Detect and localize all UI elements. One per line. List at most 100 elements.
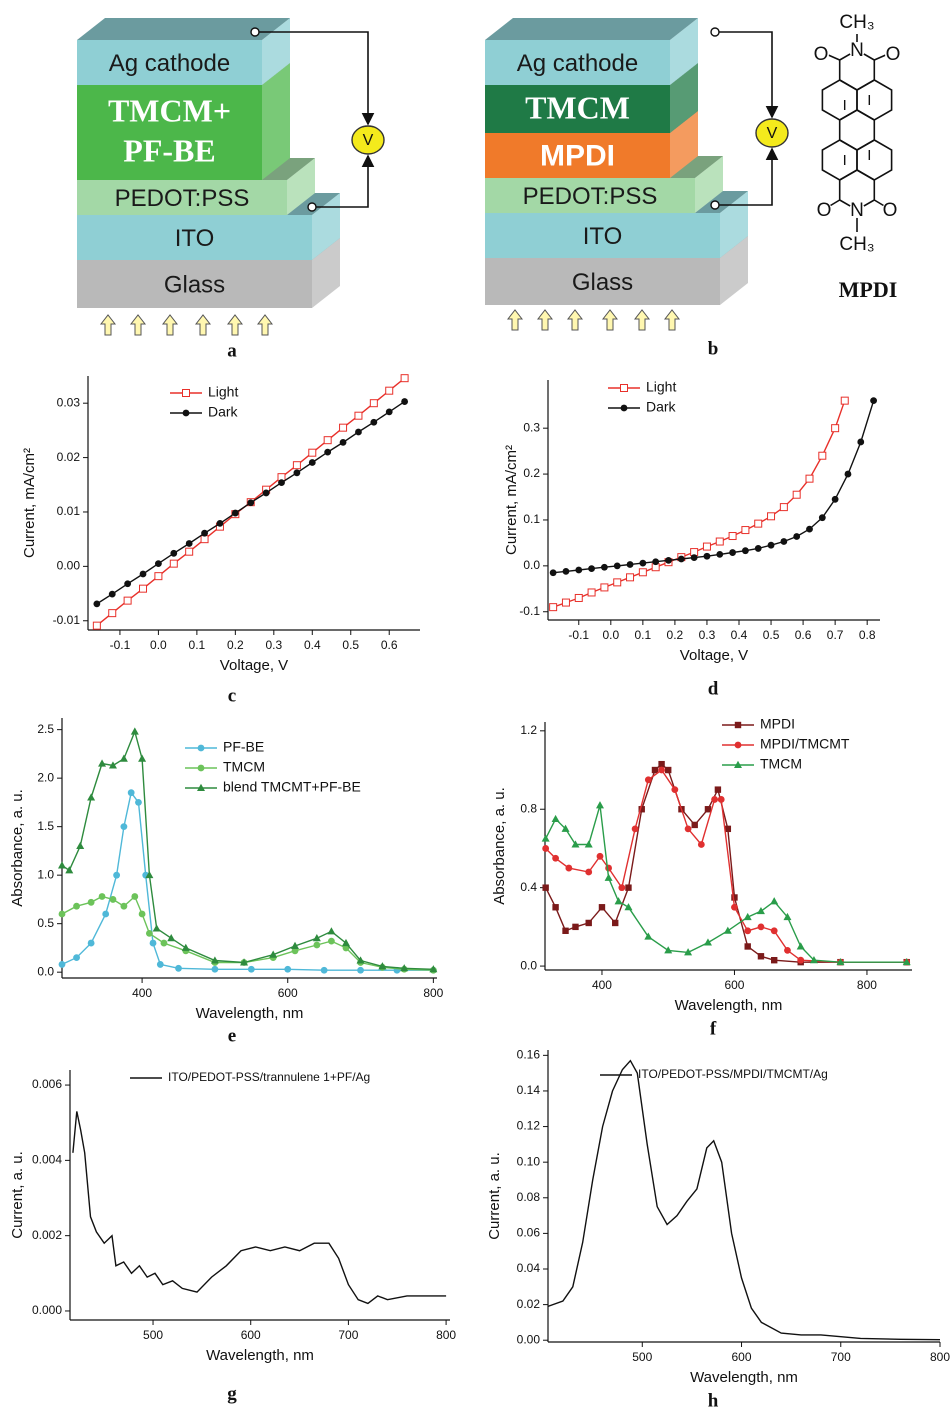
y-axis-label: Absorbance, a. u. (491, 787, 508, 905)
x-tick-label: 800 (436, 1328, 456, 1342)
atom-bg (849, 42, 865, 58)
marker (108, 761, 117, 769)
layer-side (262, 63, 290, 180)
marker (98, 759, 107, 767)
atom-label: O (814, 44, 829, 65)
marker (840, 396, 849, 405)
marker (108, 590, 116, 598)
light-arrow (129, 314, 147, 336)
marker (703, 552, 711, 560)
marker (585, 919, 592, 927)
series-line (547, 1059, 941, 1341)
layer-front (485, 40, 670, 85)
marker (98, 893, 106, 900)
legend-marker (197, 744, 205, 752)
marker (327, 927, 336, 935)
marker (73, 902, 80, 910)
x-axis-label: Voltage, V (680, 647, 748, 664)
marker (551, 814, 560, 823)
marker (320, 966, 328, 974)
marker (818, 514, 826, 522)
layer-label: MPDI (540, 139, 615, 172)
marker (127, 789, 135, 797)
marker (741, 526, 750, 535)
marker (401, 398, 409, 405)
y-tick-label: 0.002 (32, 1228, 62, 1242)
layer-label: Ag cathode (517, 50, 638, 77)
marker (844, 470, 852, 478)
marker (108, 609, 117, 618)
layer-front (485, 85, 670, 133)
layer-side (287, 158, 315, 215)
marker (167, 934, 176, 942)
marker (113, 871, 121, 879)
x-tick-label: 0.3 (699, 628, 716, 642)
marker (605, 864, 612, 872)
x-tick-label: 0.7 (827, 628, 844, 642)
marker (780, 538, 788, 545)
marker (231, 509, 239, 517)
marker (797, 956, 805, 964)
legend-label: MPDI/TMCMT (760, 736, 850, 752)
marker (138, 754, 147, 762)
marker (156, 961, 164, 968)
layer-label: PEDOT:PSS (523, 183, 658, 210)
legend-label: Light (646, 379, 676, 395)
y-tick-label: 0.08 (517, 1190, 541, 1204)
marker (154, 572, 163, 581)
y-tick-label: 0.01 (57, 504, 81, 518)
layer-side (670, 63, 698, 133)
layer-label-line: TMCM+ (108, 93, 231, 129)
atom-bg (849, 14, 865, 30)
marker (717, 796, 725, 803)
legend-label: ITO/PEDOT-PSS/trannulene 1+PF/Ag (168, 1070, 370, 1084)
marker (652, 558, 660, 566)
marker (644, 932, 653, 940)
marker (756, 906, 765, 915)
panel-label: f (710, 1018, 717, 1039)
x-tick-label: 400 (592, 978, 612, 992)
marker (211, 965, 219, 973)
marker (339, 423, 348, 432)
marker (308, 448, 317, 457)
y-tick-label: -0.1 (519, 604, 540, 618)
marker (92, 621, 101, 630)
marker (665, 556, 672, 564)
y-tick-label: 0.4 (520, 880, 537, 894)
marker (638, 568, 647, 577)
marker (671, 786, 679, 794)
marker (561, 824, 570, 832)
y-tick-label: 0.06 (517, 1226, 541, 1240)
marker (278, 479, 285, 487)
structure-name: MPDI (839, 277, 898, 302)
legend-marker (734, 721, 742, 729)
marker (604, 873, 613, 881)
x-tick-label: 0.5 (342, 638, 359, 652)
x-tick-label: 0.2 (227, 638, 244, 652)
y-tick-label: 0.03 (57, 395, 81, 409)
wire (316, 154, 375, 208)
marker (323, 436, 332, 445)
marker (139, 584, 148, 593)
atom-label: CH₃ (839, 12, 874, 33)
marker (185, 540, 193, 547)
legend-label: Dark (646, 399, 677, 415)
marker (292, 461, 301, 470)
marker (109, 896, 117, 903)
layer-front (485, 213, 720, 258)
y-tick-label: 0.00 (517, 1332, 541, 1346)
marker (585, 868, 593, 876)
panel-label: a (227, 340, 237, 361)
layer-front (485, 258, 720, 305)
marker (584, 840, 593, 848)
x-tick-label: -0.1 (568, 628, 589, 642)
panel-label: c (228, 685, 236, 706)
light-arrow (566, 309, 584, 331)
marker (779, 503, 788, 512)
marker (757, 923, 765, 931)
legend-marker (734, 760, 742, 768)
voltmeter (755, 118, 789, 148)
voltmeter (351, 125, 385, 155)
y-tick-label: 0.00 (57, 559, 81, 573)
legend-label: TMCM (760, 756, 802, 772)
